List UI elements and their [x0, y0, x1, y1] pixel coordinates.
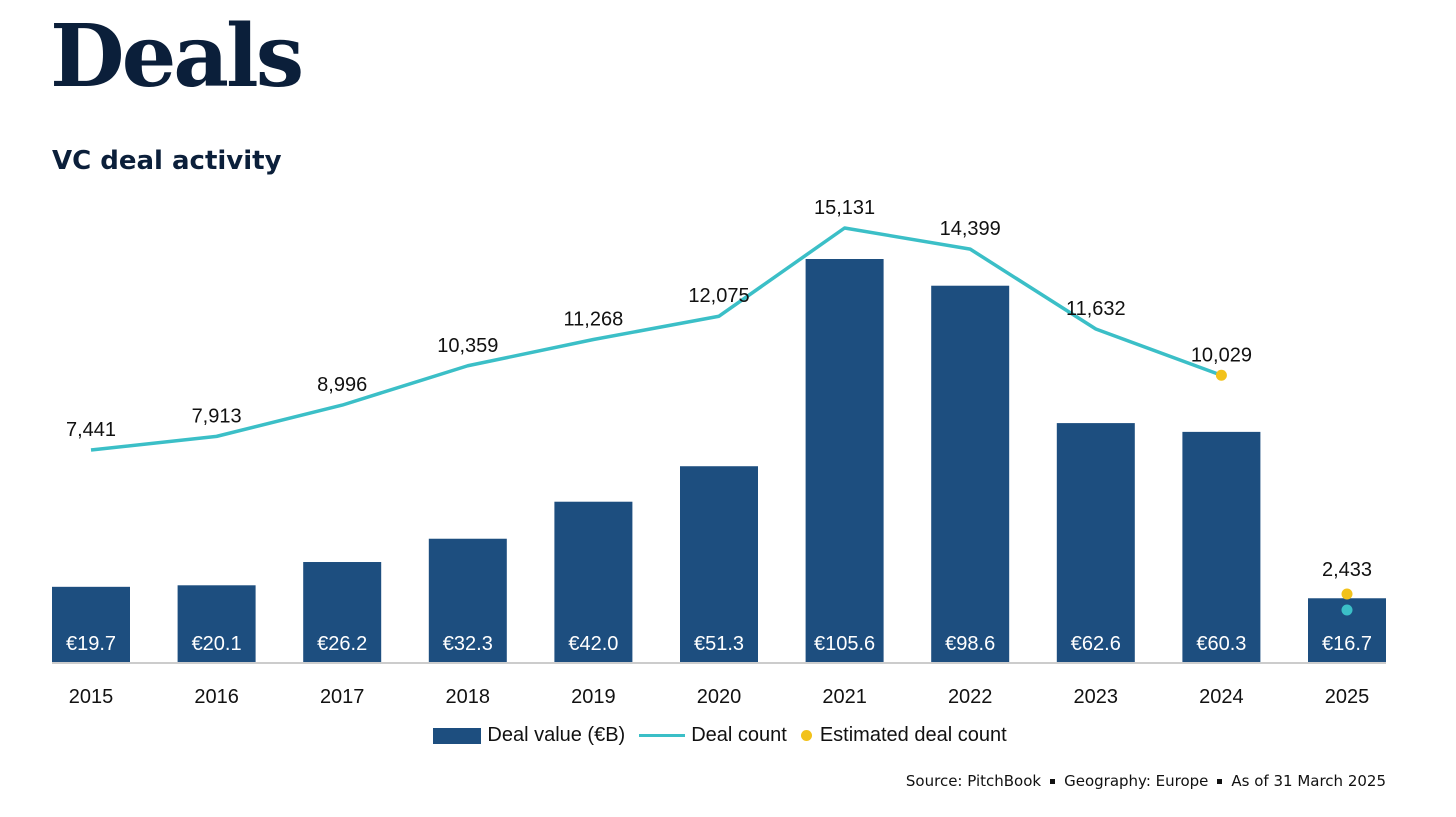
bar-2024 [1182, 431, 1261, 662]
deal-count-label: 7,913 [192, 405, 242, 427]
bar-value-label: €42.0 [568, 633, 618, 655]
deal-count-label: 11,268 [564, 309, 624, 331]
bar-2016 [177, 585, 256, 662]
x-tick-label: 2022 [948, 686, 993, 708]
bar-value-label: €105.6 [814, 633, 875, 655]
chart-legend: Deal value (€B) Deal count Estimated dea… [0, 724, 1440, 747]
legend-item-estimated: Estimated deal count [800, 724, 1007, 747]
deal-count-line [90, 226, 1223, 452]
deal-count-label: 15,131 [814, 197, 875, 219]
legend-label-deal-count: Deal count [691, 724, 787, 746]
source-label: Source: PitchBook [905, 772, 1042, 790]
bar-2021 [805, 259, 884, 662]
separator-square-icon [1217, 778, 1223, 784]
page-title: Deals [50, 6, 304, 107]
x-tick-label: 2019 [571, 686, 616, 708]
estimated-count-label: 2,433 [1322, 559, 1372, 581]
chart-title: VC deal activity [52, 146, 282, 176]
bar-2023 [1056, 423, 1135, 662]
deal-count-label: 14,399 [940, 218, 1001, 240]
bar-value-label: €19.7 [66, 633, 116, 655]
bar-2017 [303, 562, 382, 662]
deal-count-label: 12,075 [688, 285, 749, 307]
deal-count-label: 11,632 [1066, 298, 1126, 320]
x-tick-label: 2024 [1199, 686, 1244, 708]
legend-item-deal-value: Deal value (€B) [433, 724, 625, 747]
x-tick-label: 2018 [446, 686, 491, 708]
bar-value-label: €98.6 [945, 633, 995, 655]
geography-label: Geography: Europe [1064, 772, 1209, 790]
x-tick-label: 2015 [69, 686, 114, 708]
legend-label-estimated: Estimated deal count [819, 724, 1007, 746]
bar-value-label: €20.1 [192, 633, 242, 655]
x-tick-label: 2017 [320, 686, 365, 708]
legend-label-deal-value: Deal value (€B) [487, 724, 626, 746]
deal-count-label: 8,996 [317, 374, 367, 396]
legend-item-deal-count: Deal count [639, 724, 787, 747]
bar-2022 [931, 285, 1010, 662]
bar-2020 [680, 466, 758, 662]
deal-count-label: 10,029 [1191, 344, 1252, 366]
x-tick-label: 2025 [1325, 686, 1370, 708]
deal-count-label: 7,441 [66, 419, 116, 441]
x-tick-label: 2020 [697, 686, 742, 708]
estimated-point-2024 [1215, 369, 1227, 381]
deal-count-point-2025 [1341, 604, 1353, 616]
estimated-point-2025 [1341, 588, 1353, 600]
x-tick-label: 2016 [194, 686, 239, 708]
x-tick-label: 2021 [822, 686, 867, 708]
bar-value-label: €51.3 [694, 633, 744, 655]
bar-value-label: €26.2 [317, 633, 367, 655]
x-tick-label: 2023 [1074, 686, 1119, 708]
bar-value-label: €32.3 [443, 633, 493, 655]
legend-swatch-bar [433, 727, 482, 744]
legend-swatch-dot [800, 730, 812, 741]
bar-2019 [554, 501, 633, 662]
bar-value-label: €62.6 [1071, 633, 1121, 655]
deal-count-label: 10,359 [437, 335, 498, 357]
vc-deal-activity-chart: €19.7 €20.1 €26.2 €32.3 €42.0 €51.3 €105.6 €98.… [52, 197, 1386, 708]
bar-value-label: €60.3 [1196, 633, 1246, 655]
bar-2015 [52, 586, 130, 662]
bar-value-label: €16.7 [1322, 633, 1372, 655]
bar-2018 [428, 538, 507, 662]
legend-swatch-line [639, 734, 686, 737]
source-note: Source: PitchBook Geography: Europe As o… [906, 772, 1386, 790]
as-of-label: As of 31 March 2025 [1231, 772, 1386, 790]
separator-square-icon [1050, 778, 1056, 784]
